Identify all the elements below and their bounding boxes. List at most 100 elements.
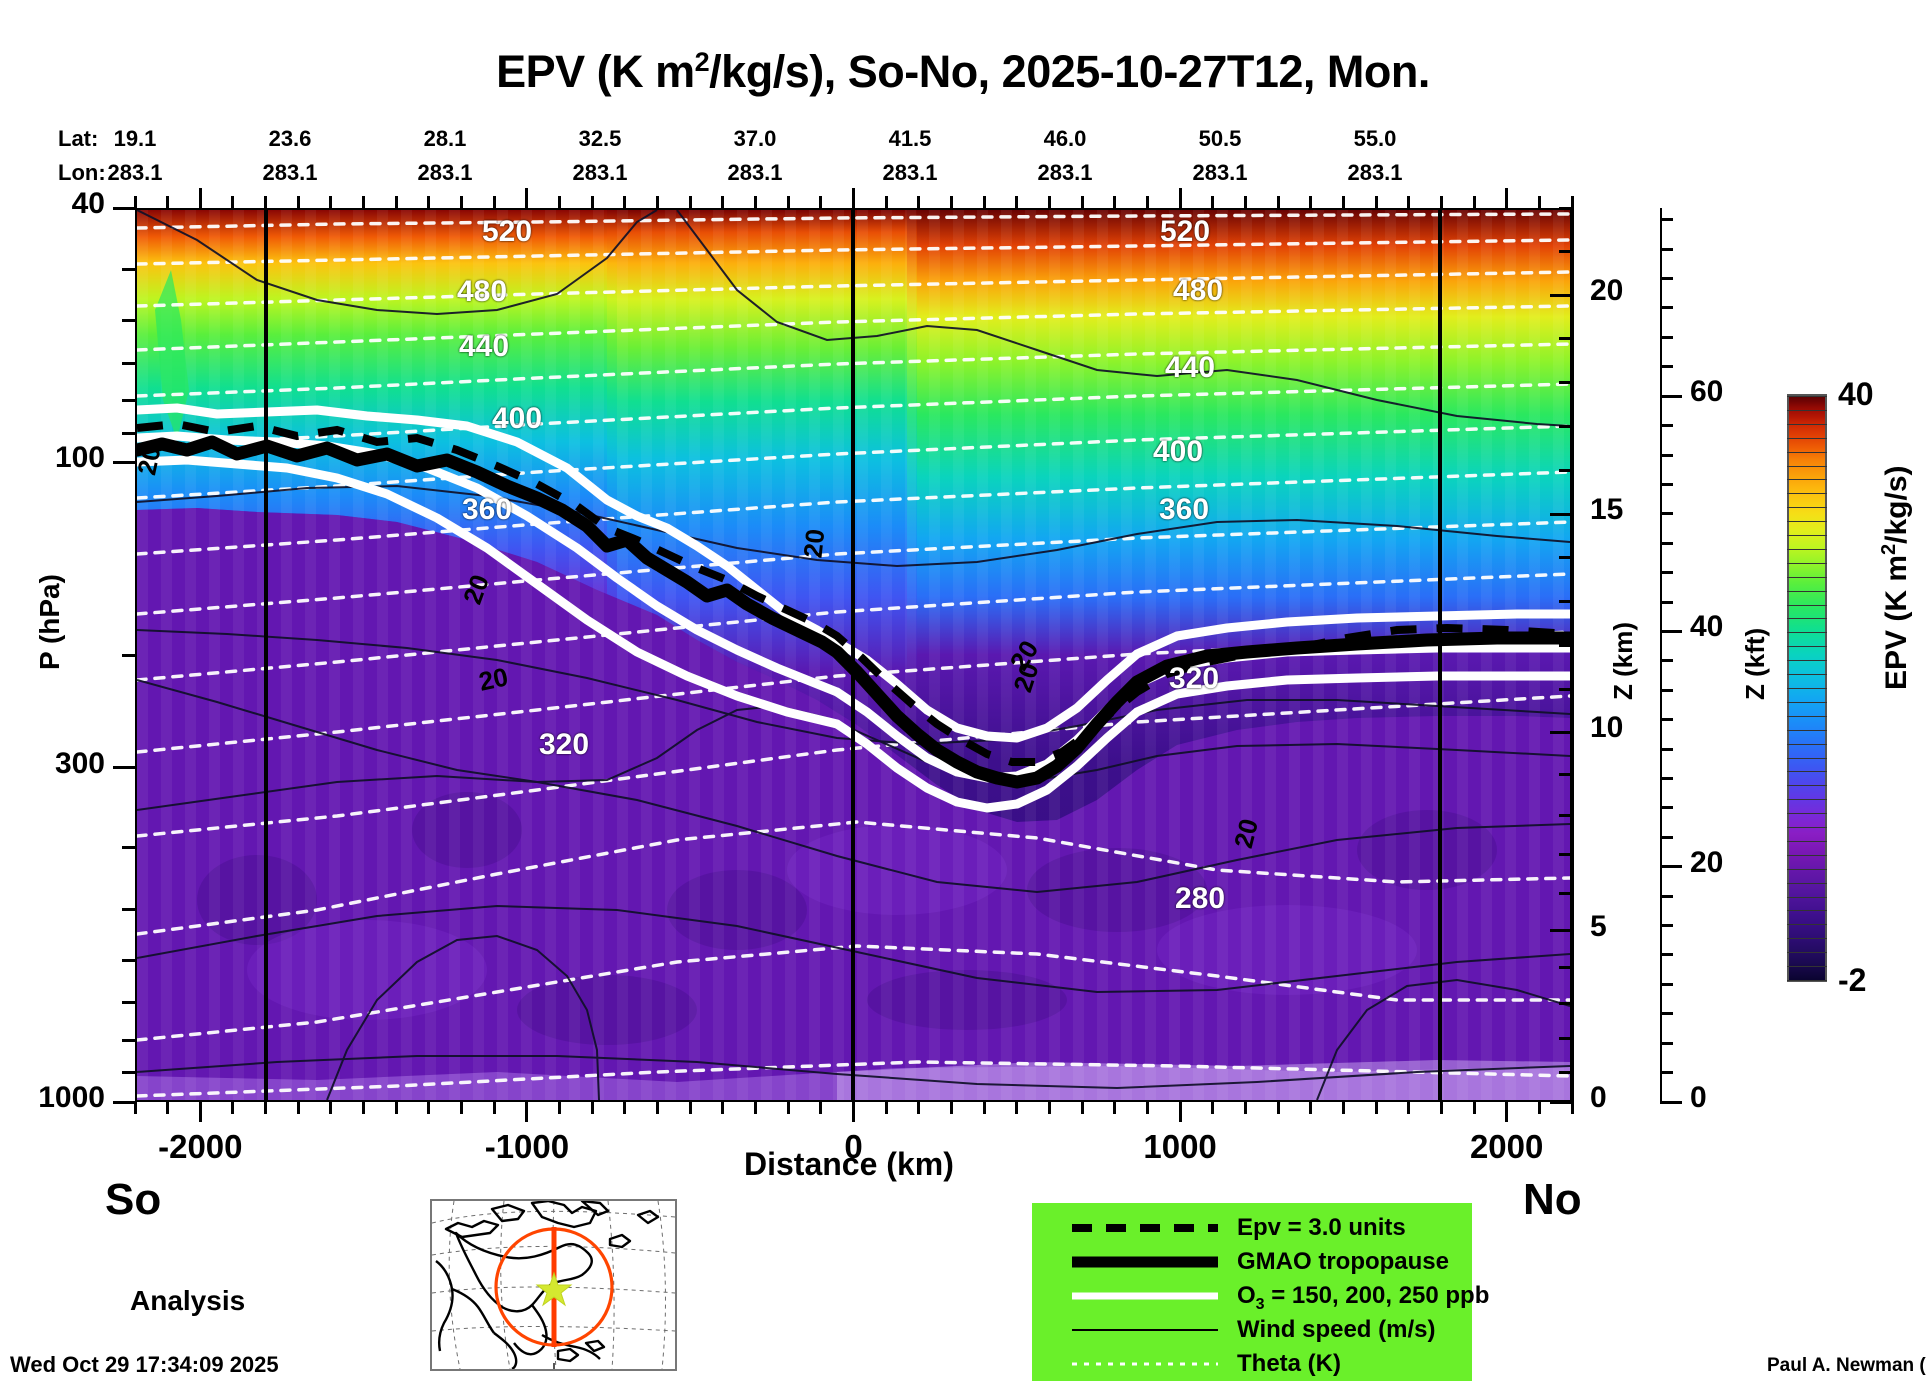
colorbar-tick-14 <box>1787 590 1827 592</box>
zkft-tick-72.5 <box>1660 247 1673 251</box>
x-tick-top--300 <box>754 196 758 208</box>
inset-map-svg <box>431 1199 676 1371</box>
legend-item-1[interactable]: GMAO tropopause <box>1032 1245 1472 1279</box>
x-tick-1600 <box>1374 1102 1378 1114</box>
legend-item-4[interactable]: Theta (K) <box>1032 1347 1472 1381</box>
theta-label-400-right: 400 <box>1153 435 1204 468</box>
y-tick-100 <box>113 460 135 464</box>
legend-box[interactable]: Epv = 3.0 units GMAO tropopause O3 = 150, … <box>1032 1203 1489 1381</box>
x-tick-top-1500 <box>1341 196 1345 208</box>
colorbar-tick-6 <box>1787 479 1827 481</box>
x-tick-top-1400 <box>1309 196 1313 208</box>
y-tick-500 <box>122 907 135 911</box>
zkft-tick-65 <box>1660 335 1673 339</box>
zkft-tick-22.5 <box>1660 835 1673 839</box>
legend-symbol-dashed-black <box>1070 1211 1220 1245</box>
colorbar-tick-28 <box>1787 785 1827 787</box>
legend-item-3[interactable]: Wind speed (m/s) <box>1032 1313 1472 1347</box>
colorbar-tick-2 <box>1787 423 1827 425</box>
colorbar-tick-11 <box>1787 548 1827 550</box>
y-tick-label-0: 40 <box>71 187 105 220</box>
zkft-tick-2.5 <box>1660 1071 1673 1075</box>
colorbar-tick-26 <box>1787 757 1827 759</box>
lon-value-5: 283.1 <box>882 160 938 185</box>
x-tick-top-0 <box>852 188 855 208</box>
x-tick-top-2200 <box>1570 196 1574 208</box>
x-tick-top--1500 <box>362 196 366 208</box>
zkm-tick-6 <box>1559 891 1572 895</box>
x-tick-top--900 <box>558 196 562 208</box>
x-tick-top-1800 <box>1439 196 1443 208</box>
colorbar-tick-23 <box>1787 715 1827 717</box>
colorbar-tick-30 <box>1787 813 1827 815</box>
x-tick-top-1000 <box>1178 188 1182 208</box>
colorbar-tick-7 <box>1787 493 1827 495</box>
author-credit: Paul A. Newman (NASA <box>1767 1355 1926 1376</box>
zkm-tick-label-3: 15 <box>1590 493 1624 527</box>
zkft-tick-label-0: 0 <box>1690 1081 1707 1114</box>
z-kft-axis-title: Z (kft) <box>1740 627 1770 700</box>
zkft-tick-42.5 <box>1660 600 1673 604</box>
lat-value-3: 32.5 <box>578 126 622 151</box>
x-tick--1300 <box>427 1102 431 1114</box>
legend-item-0[interactable]: Epv = 3.0 units <box>1032 1211 1472 1245</box>
x-tick-top-1700 <box>1407 196 1411 208</box>
x-tick-top-500 <box>1015 196 1019 208</box>
x-tick--900 <box>558 1102 562 1114</box>
zkm-tick-21 <box>1559 249 1572 253</box>
page-title: EPV (K m2/kg/s), So-No, 2025-10-27T12, M… <box>0 46 1926 98</box>
lat-value-8: 55.0 <box>1353 126 1397 151</box>
zkft-tick-50 <box>1660 512 1673 516</box>
zkm-tick-5 <box>1550 929 1572 933</box>
x-tick-label-1: -1000 <box>484 1128 570 1165</box>
legend-label-0: Epv = 3.0 units <box>1237 1214 1406 1241</box>
colorbar-tick-21 <box>1787 688 1827 689</box>
lat-value-6: 46.0 <box>1043 126 1087 151</box>
z-km-axis-title: Z (km) <box>1608 622 1638 700</box>
zkft-tick-47.5 <box>1660 541 1673 545</box>
x-tick--1200 <box>460 1102 464 1114</box>
y-tick-200 <box>122 653 135 657</box>
x-tick--2000 <box>198 1102 202 1122</box>
zkm-tick-0 <box>1550 1100 1572 1104</box>
zkm-tick-label-4: 20 <box>1590 274 1624 308</box>
cross-section-plot[interactable]: 520 480 440 400 360 320 520 480 440 400 … <box>135 208 1572 1102</box>
zkft-tick-45 <box>1660 571 1673 575</box>
x-tick-1000 <box>1178 1102 1182 1122</box>
x-tick--1100 <box>492 1102 496 1114</box>
zkm-tick-13 <box>1559 600 1572 604</box>
colorbar-title: EPV (K m2/kg/s) <box>1878 465 1913 690</box>
x-tick--1700 <box>296 1102 300 1114</box>
x-tick--1900 <box>231 1102 235 1114</box>
legend-item-2[interactable]: O3 = 150, 200, 250 ppb <box>1032 1279 1489 1313</box>
title-suffix: /kg/s), So-No, 2025-10-27T12, Mon. <box>709 46 1430 97</box>
x-tick-top--800 <box>590 196 594 208</box>
x-tick-1900 <box>1472 1102 1476 1114</box>
colorbar-tick-33 <box>1787 854 1827 856</box>
x-tick-500 <box>1015 1102 1019 1114</box>
y-axis-title: P (hPa) <box>34 574 65 670</box>
zkm-tick-15 <box>1550 512 1572 516</box>
z-kft-axis-line <box>1660 208 1662 1102</box>
y-tick-700 <box>122 1001 135 1005</box>
x-tick-top--1300 <box>427 196 431 208</box>
x-tick-top--1900 <box>231 196 235 208</box>
x-tick-top-1200 <box>1243 196 1247 208</box>
x-tick-top--2100 <box>166 196 170 208</box>
colorbar-tick-4 <box>1787 451 1827 453</box>
zkm-tick-1 <box>1559 1070 1572 1074</box>
colorbar-tick-25 <box>1787 743 1827 745</box>
colorbar-tick-38 <box>1787 924 1827 926</box>
colorbar-tick-19 <box>1787 660 1827 662</box>
zkm-tick-19 <box>1559 337 1572 341</box>
x-tick-2000 <box>1505 1102 1509 1122</box>
x-tick--1600 <box>329 1102 333 1114</box>
lat-value-5: 41.5 <box>888 126 932 151</box>
inset-location-map[interactable] <box>430 1199 677 1371</box>
zkm-tick-4 <box>1559 966 1572 970</box>
y-tick-300 <box>113 766 135 770</box>
zkft-tick-25 <box>1660 806 1673 810</box>
x-tick--200 <box>786 1102 790 1114</box>
x-tick-top-1100 <box>1211 196 1215 208</box>
x-tick-1400 <box>1309 1102 1313 1114</box>
